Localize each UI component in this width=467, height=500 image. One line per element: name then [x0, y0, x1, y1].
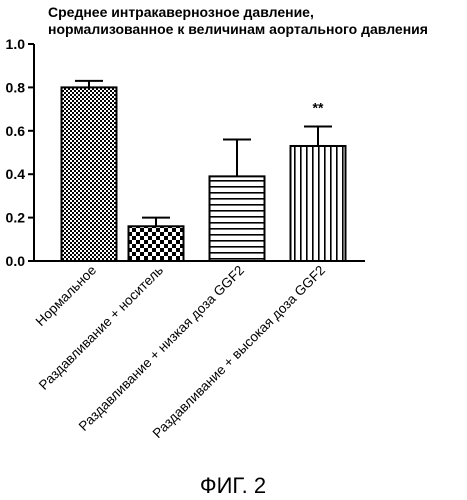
x-category-label: Нормальное	[33, 263, 99, 329]
y-tick-label: 1.0	[6, 36, 26, 52]
bars-group: **	[62, 81, 346, 261]
y-tick-label: 0.6	[6, 123, 26, 139]
x-axis: НормальноеРаздавливание + носительРаздав…	[33, 261, 365, 441]
y-axis: 0.0 0.2 0.4 0.6 0.8 1.0	[6, 36, 34, 269]
bar	[210, 176, 265, 261]
y-tick-label: 0.2	[6, 210, 26, 226]
significance-annotation: **	[313, 99, 324, 115]
y-tick-label: 0.4	[6, 166, 26, 182]
bar	[62, 87, 117, 261]
bar	[291, 146, 346, 261]
bar	[129, 226, 184, 261]
chart-title-line-1: Среднее интракавернозное давление,	[48, 4, 314, 20]
x-category-label: Раздавливание + низкая доза GGF2	[76, 263, 247, 434]
y-tick-label: 0.0	[6, 253, 26, 269]
y-tick-label: 0.8	[6, 79, 26, 95]
figure-caption: ФИГ. 2	[200, 473, 266, 498]
chart-title-line-2: нормализованное к величинам аортального …	[48, 21, 428, 37]
x-category-label: Раздавливание + высокая доза GGF2	[150, 263, 328, 441]
